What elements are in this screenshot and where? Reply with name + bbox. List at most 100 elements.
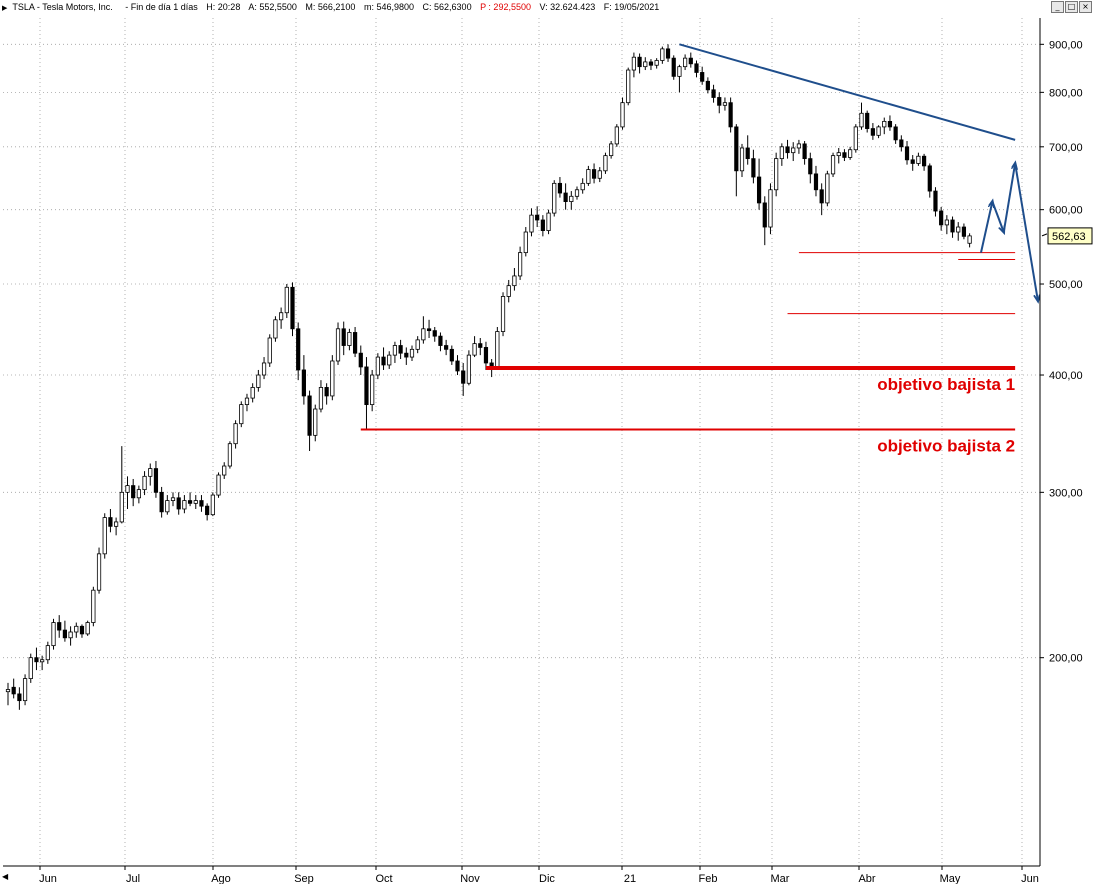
- candle: [523, 227, 528, 257]
- window-controls: _ □ ×: [1051, 1, 1092, 13]
- candle: [313, 404, 318, 442]
- candle: [119, 446, 124, 524]
- pivot-value: P : 292,5500: [480, 2, 531, 12]
- x-tick-label: 21: [624, 873, 636, 884]
- candle: [700, 66, 705, 85]
- candle: [472, 336, 477, 358]
- candle-body: [244, 397, 250, 406]
- candle: [734, 124, 739, 197]
- candle: [739, 143, 745, 178]
- projection-arrow: [991, 201, 1003, 232]
- time-value: H: 20:28: [206, 2, 241, 12]
- candle: [870, 123, 875, 140]
- candle: [57, 615, 62, 638]
- candle-body: [865, 112, 870, 129]
- candle-body: [848, 149, 853, 158]
- candle: [62, 620, 68, 642]
- candle: [876, 125, 881, 139]
- candle: [756, 158, 762, 210]
- candle: [603, 152, 608, 174]
- candle: [552, 180, 557, 217]
- candle: [785, 139, 790, 159]
- candle-body: [387, 354, 392, 366]
- price-tag-pointer: [1041, 233, 1048, 237]
- candle-body: [233, 423, 238, 445]
- y-tick-label: 800,00: [1049, 87, 1083, 99]
- candle: [131, 478, 136, 507]
- candle-body: [318, 387, 324, 410]
- candle: [654, 58, 659, 69]
- candle: [882, 117, 887, 135]
- grid: [3, 18, 1040, 866]
- candle-body: [256, 374, 261, 388]
- candle: [267, 334, 272, 367]
- candle: [11, 678, 16, 699]
- candle-body: [859, 112, 864, 128]
- candle-body: [728, 102, 733, 128]
- candle: [591, 163, 597, 184]
- candle-body: [409, 348, 415, 358]
- minimize-icon[interactable]: _: [1051, 1, 1064, 13]
- candle-body: [45, 645, 50, 661]
- candle: [375, 353, 380, 380]
- y-tick-label: 500,00: [1049, 279, 1083, 291]
- candle-body: [580, 182, 585, 191]
- candle: [939, 206, 944, 231]
- candle-body: [170, 497, 176, 501]
- candle: [296, 322, 301, 381]
- candle: [165, 495, 170, 515]
- candle-body: [933, 190, 938, 212]
- candle: [153, 460, 159, 498]
- candle-body: [165, 500, 170, 513]
- trendline: [679, 43, 1016, 141]
- candle: [580, 178, 585, 194]
- candle-body: [62, 629, 68, 639]
- candle: [865, 110, 870, 133]
- candle: [324, 383, 329, 405]
- candle-body: [597, 170, 602, 179]
- candle-body: [125, 485, 130, 493]
- restore-icon[interactable]: □: [1065, 1, 1078, 13]
- x-tick-label: Feb: [699, 873, 718, 884]
- candle-body: [796, 143, 802, 149]
- candle: [671, 55, 676, 80]
- triangle-left-icon[interactable]: ◀: [2, 872, 9, 881]
- candle: [512, 268, 517, 291]
- candle: [279, 307, 284, 329]
- candle-body: [882, 120, 887, 128]
- candle: [796, 139, 802, 154]
- close-icon[interactable]: ×: [1079, 1, 1092, 13]
- candle-body: [68, 631, 73, 639]
- candle: [17, 687, 22, 710]
- triangle-right-icon[interactable]: ▶: [2, 5, 8, 12]
- candle-body: [518, 252, 523, 277]
- candle: [244, 393, 250, 412]
- candle-body: [301, 369, 306, 397]
- candle-body: [591, 169, 597, 179]
- candle: [250, 383, 255, 403]
- candle-body: [774, 158, 779, 191]
- target-label: objetivo bajista 2: [877, 436, 1015, 455]
- candle: [535, 206, 540, 228]
- candle: [108, 508, 113, 533]
- candle: [620, 97, 625, 130]
- candle: [830, 152, 836, 178]
- candle: [569, 191, 574, 210]
- candle: [933, 187, 938, 217]
- projection-arrow: [1014, 163, 1038, 300]
- x-tick-label: Abr: [858, 873, 875, 884]
- candle: [284, 284, 289, 319]
- candle: [387, 351, 392, 369]
- candle-body: [887, 120, 893, 128]
- candle-body: [779, 146, 784, 160]
- candle: [944, 215, 949, 235]
- candle-body: [683, 57, 688, 68]
- candle: [518, 246, 523, 280]
- candle: [643, 57, 648, 71]
- candle-body: [210, 494, 215, 516]
- date-value: F: 19/05/2021: [603, 2, 660, 12]
- candle: [466, 350, 471, 386]
- candle: [85, 620, 90, 636]
- x-tick-label: Jun: [39, 873, 57, 884]
- candle: [904, 141, 910, 165]
